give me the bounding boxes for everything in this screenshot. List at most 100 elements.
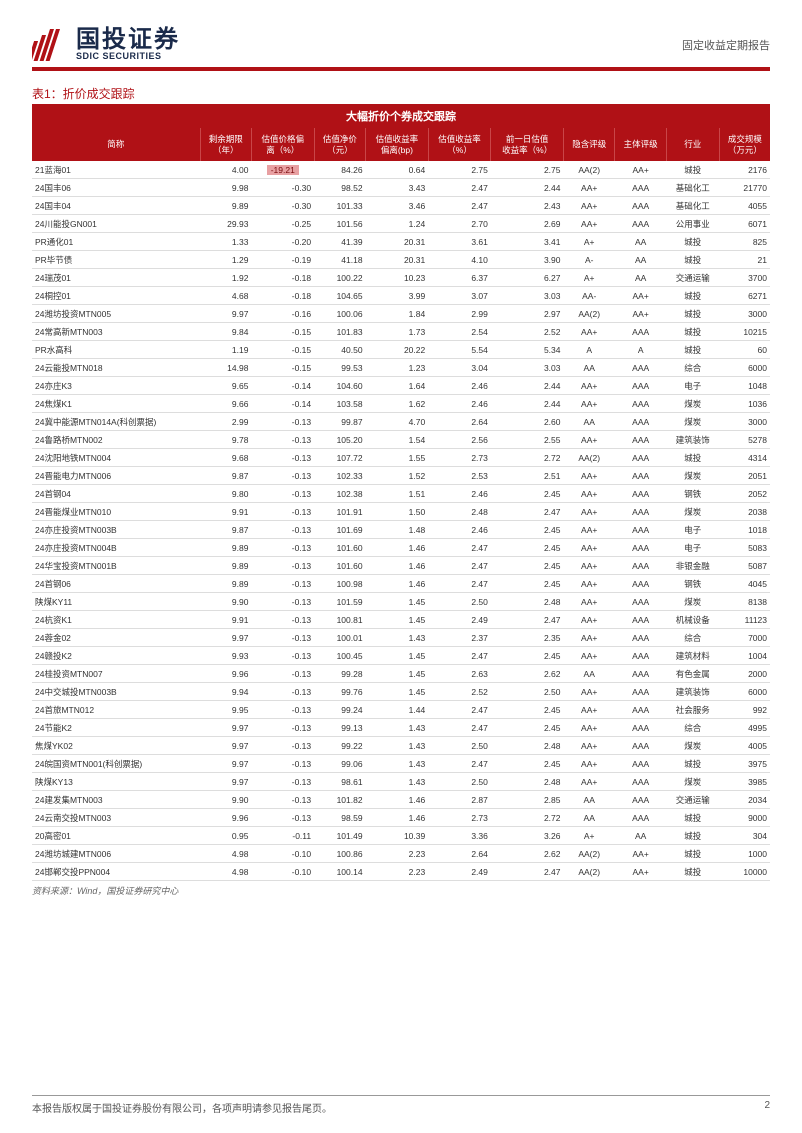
table-cell: AAA	[615, 485, 666, 503]
table-cell: 84.26	[314, 161, 365, 179]
table-cell: 社会服务	[666, 701, 719, 719]
table-cell: -0.13	[251, 503, 314, 521]
table-cell: PR水高科	[32, 341, 200, 359]
table-cell: 2.23	[366, 845, 429, 863]
table-row: 24首钢049.80-0.13102.381.512.462.45AA+AAA钢…	[32, 485, 770, 503]
table-cell: 煤炭	[666, 773, 719, 791]
table-row: PR水高科1.19-0.1540.5020.225.545.34AA城投60	[32, 341, 770, 359]
table-cell: A+	[563, 233, 614, 251]
table-cell: 城投	[666, 323, 719, 341]
table-cell: 4.70	[366, 413, 429, 431]
table-cell: 5.54	[428, 341, 491, 359]
table-cell: 4055	[719, 197, 770, 215]
table-cell: 4.10	[428, 251, 491, 269]
table-cell: 9.95	[200, 701, 251, 719]
table-cell: -0.10	[251, 845, 314, 863]
table-cell: 6271	[719, 287, 770, 305]
table-cell: 2.60	[491, 413, 564, 431]
col-header: 估值价格偏离（%）	[251, 128, 314, 161]
table-cell: 24首钢06	[32, 575, 200, 593]
table-cell: 6.27	[491, 269, 564, 287]
table-cell: 2.45	[491, 575, 564, 593]
table-cell: 2.47	[428, 575, 491, 593]
table-cell: 10.39	[366, 827, 429, 845]
table-cell: 6000	[719, 683, 770, 701]
table-cell: 2.45	[491, 557, 564, 575]
table-cell: 4005	[719, 737, 770, 755]
table-row: PR毕节债1.29-0.1941.1820.314.103.90A-AA城投21	[32, 251, 770, 269]
table-cell: 2.47	[428, 647, 491, 665]
table-cell: 100.06	[314, 305, 365, 323]
table-cell: 城投	[666, 863, 719, 881]
table-cell: 1.43	[366, 737, 429, 755]
table-cell: 1.45	[366, 593, 429, 611]
table-cell: 304	[719, 827, 770, 845]
table-cell: 陕煤KY11	[32, 593, 200, 611]
table-cell: 9.97	[200, 719, 251, 737]
table-cell: 建筑材料	[666, 647, 719, 665]
table-cell: 机械设备	[666, 611, 719, 629]
table-cell: 钢铁	[666, 575, 719, 593]
table-cell: 建筑装饰	[666, 683, 719, 701]
table-row: 24常高新MTN0039.84-0.15101.831.732.542.52AA…	[32, 323, 770, 341]
table-cell: 99.13	[314, 719, 365, 737]
table-cell: 1.33	[200, 233, 251, 251]
table-cell: AA+	[563, 701, 614, 719]
table-cell: AA+	[563, 521, 614, 539]
table-cell: 有色金属	[666, 665, 719, 683]
table-cell: 1.19	[200, 341, 251, 359]
table-cell: 9.91	[200, 503, 251, 521]
table-cell: 城投	[666, 755, 719, 773]
table-cell: AAA	[615, 575, 666, 593]
table-cell: 焦煤YK02	[32, 737, 200, 755]
table-cell: AAA	[615, 323, 666, 341]
table-cell: 1036	[719, 395, 770, 413]
table-cell: 3975	[719, 755, 770, 773]
table-row: 焦煤YK029.97-0.1399.221.432.502.48AA+AAA煤炭…	[32, 737, 770, 755]
table-cell: PR毕节债	[32, 251, 200, 269]
table-cell: 98.52	[314, 179, 365, 197]
table-row: 陕煤KY119.90-0.13101.591.452.502.48AA+AAA煤…	[32, 593, 770, 611]
table-cell: 24亦庄投资MTN004B	[32, 539, 200, 557]
table-cell: 1.54	[366, 431, 429, 449]
table-cell: AA+	[563, 197, 614, 215]
table-cell: 2.53	[428, 467, 491, 485]
table-row: 20高密010.95-0.11101.4910.393.363.26A+AA城投…	[32, 827, 770, 845]
table-cell: 20.31	[366, 251, 429, 269]
table-cell: AAA	[615, 611, 666, 629]
table-cell: 9.87	[200, 467, 251, 485]
table-cell: 2.37	[428, 629, 491, 647]
table-cell: 2.47	[428, 557, 491, 575]
table-cell: 21蓝海01	[32, 161, 200, 179]
table-cell: 4314	[719, 449, 770, 467]
table-cell: -0.13	[251, 773, 314, 791]
table-cell: AA+	[563, 755, 614, 773]
table-cell: AA+	[563, 593, 614, 611]
table-cell: AA-	[563, 287, 614, 305]
table-cell: -0.13	[251, 557, 314, 575]
table-cell: AAA	[615, 467, 666, 485]
table-cell: AA(2)	[563, 161, 614, 179]
col-header: 行业	[666, 128, 719, 161]
table-cell: 3.26	[491, 827, 564, 845]
table-cell: 2.62	[491, 845, 564, 863]
table-cell: 1004	[719, 647, 770, 665]
table-cell: 2.97	[491, 305, 564, 323]
table-row: 陕煤KY139.97-0.1398.611.432.502.48AA+AAA煤炭…	[32, 773, 770, 791]
table-cell: 2.44	[491, 179, 564, 197]
table-cell: 101.69	[314, 521, 365, 539]
table-cell: 10.23	[366, 269, 429, 287]
table-cell: -0.16	[251, 305, 314, 323]
table-cell: 9.97	[200, 737, 251, 755]
table-cell: 104.60	[314, 377, 365, 395]
table-cell: 2.45	[491, 647, 564, 665]
table-cell: A	[563, 341, 614, 359]
table-row: 24赣投K29.93-0.13100.451.452.472.45AA+AAA建…	[32, 647, 770, 665]
table-cell: 9.89	[200, 575, 251, 593]
table-cell: AAA	[615, 197, 666, 215]
table-cell: 24川能投GN001	[32, 215, 200, 233]
table-cell: AA+	[615, 161, 666, 179]
table-cell: 1.62	[366, 395, 429, 413]
table-cell: 建筑装饰	[666, 431, 719, 449]
table-cell: 交通运输	[666, 269, 719, 287]
